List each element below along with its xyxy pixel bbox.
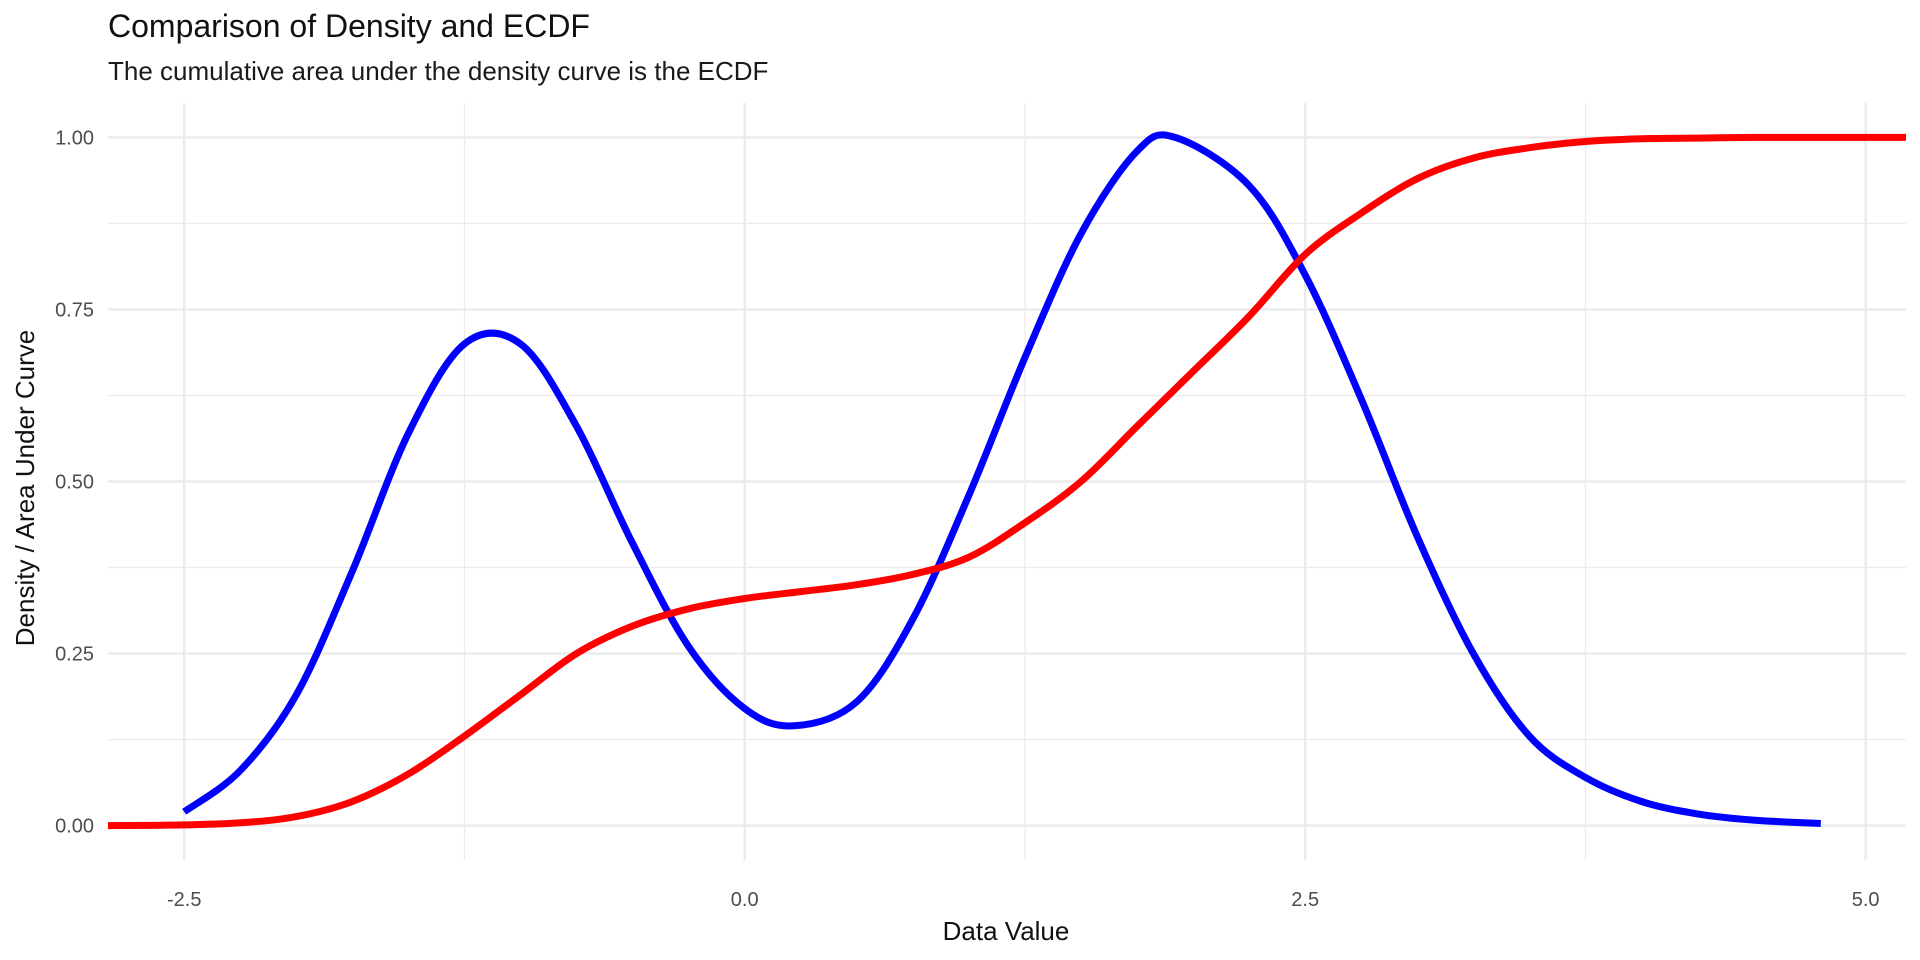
x-tick-label: -2.5 xyxy=(167,889,201,911)
x-tick-label: 2.5 xyxy=(1291,889,1319,911)
y-tick-label: 0.00 xyxy=(55,816,94,838)
y-tick-label: 1.00 xyxy=(55,127,94,149)
x-axis-label: Data Value xyxy=(943,916,1070,946)
y-tick-label: 0.50 xyxy=(55,472,94,494)
y-axis-label: Density / Area Under Curve xyxy=(10,330,40,646)
density-line xyxy=(182,131,1821,827)
y-axis-ticks: 0.00 0.25 0.50 0.75 1.00 xyxy=(55,127,94,837)
y-tick-label: 0.75 xyxy=(55,299,94,321)
chart-title: Comparison of Density and ECDF xyxy=(108,8,590,44)
x-tick-label: 5.0 xyxy=(1852,889,1880,911)
chart-subtitle: The cumulative area under the density cu… xyxy=(108,56,769,86)
series-lines xyxy=(107,131,1906,830)
ecdf-line xyxy=(107,133,1906,830)
x-tick-label: 0.0 xyxy=(731,889,759,911)
grid-lines xyxy=(108,103,1906,860)
y-tick-label: 0.25 xyxy=(55,644,94,666)
x-axis-ticks: -2.5 0.0 2.5 5.0 xyxy=(167,889,1880,911)
